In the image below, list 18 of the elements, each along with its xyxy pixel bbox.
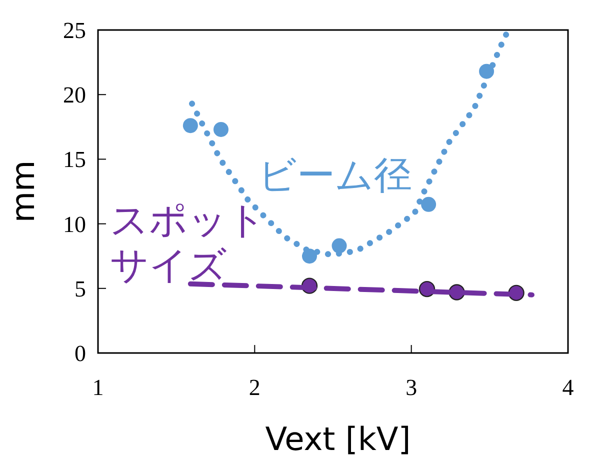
point xyxy=(213,122,228,137)
x-tick-label: 4 xyxy=(562,375,574,400)
y-tick-label: 25 xyxy=(63,18,86,43)
point xyxy=(332,238,347,254)
series-label: ビーム径 xyxy=(258,153,412,197)
x-tick-label: 3 xyxy=(406,375,418,400)
point xyxy=(421,196,436,212)
y-tick-label: 5 xyxy=(74,276,86,302)
point xyxy=(182,118,198,134)
x-tick-label: 2 xyxy=(248,375,260,400)
y-axis-title: mm xyxy=(4,160,42,223)
series-label: スポットサイズ xyxy=(110,198,266,287)
y-tick-label: 0 xyxy=(74,341,86,366)
y-tick-label: 10 xyxy=(63,212,86,237)
y-tick-label: 20 xyxy=(63,82,86,108)
x-axis-title: Vext [kV] xyxy=(265,420,411,457)
y-tick-label: 15 xyxy=(63,147,86,172)
x-tick-label: 1 xyxy=(92,375,104,400)
